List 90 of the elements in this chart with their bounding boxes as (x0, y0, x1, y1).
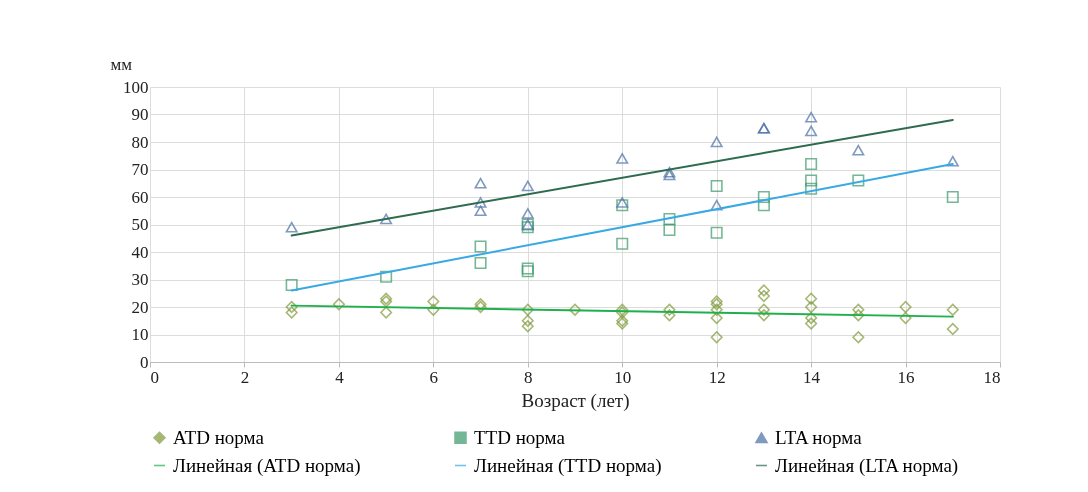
point (521, 208, 534, 219)
point (805, 317, 818, 330)
point (380, 306, 393, 319)
point (663, 303, 676, 316)
y-tick-label: 50 (131, 215, 149, 234)
x-tick-label: 14 (803, 367, 821, 387)
point (805, 311, 818, 325)
point (521, 180, 534, 192)
x-tick-label: 8 (524, 367, 533, 387)
point (757, 199, 770, 212)
legend-label: Линейная (ATD норма) (173, 454, 361, 477)
point (474, 197, 487, 208)
x-tick-label: 2 (240, 367, 250, 387)
legend-label: TTD норма (474, 426, 566, 448)
point (474, 205, 487, 217)
point (616, 237, 629, 250)
point (285, 300, 298, 314)
point (852, 303, 865, 316)
legend-label: Линейная (TTD норма) (474, 454, 662, 477)
point (899, 311, 912, 325)
point (757, 284, 770, 297)
x-axis-title: Возраст (лет) (521, 389, 630, 412)
point (710, 179, 723, 193)
x-tick-label: 10 (614, 367, 632, 387)
point (946, 190, 959, 204)
point (427, 295, 440, 308)
x-tick-label: 4 (335, 367, 345, 387)
point (568, 303, 582, 316)
point (380, 270, 393, 283)
point (521, 320, 534, 333)
y-tick-label: 60 (131, 187, 149, 207)
point (616, 197, 629, 208)
point (852, 331, 865, 344)
point (427, 303, 440, 316)
x-tick-label: 12 (708, 367, 726, 387)
y-tick-label: 0 (140, 352, 149, 372)
point (710, 199, 723, 211)
y-tick-label: 20 (131, 297, 149, 317)
legend-label: LTA норма (775, 426, 863, 448)
point (946, 155, 959, 167)
point (285, 278, 298, 292)
x-tick-label: 18 (983, 367, 1001, 387)
point (380, 213, 393, 225)
point (805, 182, 818, 195)
point (616, 153, 629, 164)
point (710, 311, 723, 325)
point (332, 298, 345, 311)
point (805, 292, 818, 305)
y-axis-title: мм (110, 54, 133, 74)
point (616, 199, 629, 212)
point (474, 177, 487, 189)
point (805, 300, 818, 314)
point (805, 157, 818, 171)
point (757, 303, 770, 316)
y-tick-label: 100 (123, 77, 149, 97)
y-tick-label: 80 (131, 132, 149, 152)
point (521, 314, 534, 327)
x-tick-label: 6 (429, 367, 439, 387)
point (805, 111, 818, 123)
point (663, 309, 676, 322)
point (899, 300, 912, 314)
y-tick-label: 70 (131, 160, 149, 179)
point (946, 322, 959, 336)
point (852, 174, 865, 187)
point (285, 221, 298, 233)
point (946, 303, 959, 316)
point (757, 309, 770, 322)
y-tick-label: 40 (131, 242, 149, 262)
point (710, 136, 723, 148)
y-tick-label: 90 (131, 105, 149, 124)
x-tick-label: 16 (897, 367, 915, 387)
point (805, 174, 818, 187)
point (474, 240, 487, 253)
legend-label: ATD норма (173, 426, 265, 448)
point (710, 303, 723, 316)
point (474, 256, 487, 270)
point (852, 309, 865, 322)
legend-label: Линейная (LTA норма) (775, 454, 959, 477)
y-tick-label: 10 (131, 325, 149, 344)
point (757, 289, 770, 303)
point (285, 306, 298, 319)
point (757, 190, 770, 204)
point (663, 212, 676, 226)
point (805, 125, 818, 137)
point (663, 223, 676, 237)
point (710, 331, 723, 344)
y-tick-label: 30 (131, 270, 149, 289)
point (521, 303, 534, 316)
point (852, 144, 865, 156)
point (710, 226, 723, 239)
